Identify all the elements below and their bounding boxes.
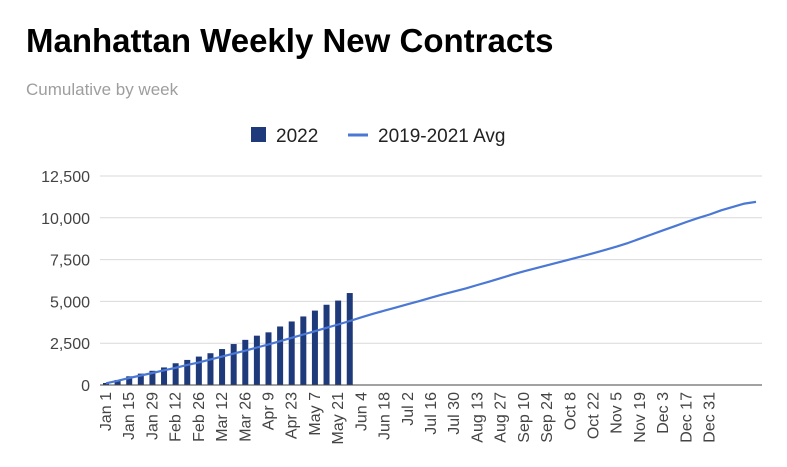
bar — [335, 300, 342, 385]
x-axis-ticks: Jan 1 Jan 15 Jan 29 Feb 12 Feb 26 Mar 12 Mar 2… — [98, 392, 719, 445]
x-tick-label: Jul 16 — [423, 392, 440, 435]
x-tick-label: May 7 — [307, 392, 324, 436]
x-tick-label: Nov 19 — [632, 392, 649, 443]
x-tick-label: Feb 12 — [168, 392, 185, 442]
bar — [126, 376, 133, 385]
bar — [265, 332, 272, 385]
y-tick-label: 5,000 — [50, 294, 90, 311]
y-tick-label: 7,500 — [50, 253, 90, 270]
legend: 2022 2019-2021 Avg — [251, 126, 506, 147]
gridlines — [100, 175, 762, 344]
y-tick-label: 12,500 — [41, 169, 90, 186]
x-tick-label: Dec 31 — [702, 392, 719, 443]
y-tick-label: 10,000 — [41, 211, 90, 228]
bar — [288, 321, 295, 385]
chart-title: Manhattan Weekly New Contracts — [26, 22, 554, 59]
bar — [311, 310, 318, 385]
chart-subtitle: Cumulative by week — [26, 80, 179, 99]
x-tick-label: Jun 4 — [353, 392, 370, 431]
bar — [323, 304, 330, 385]
x-tick-label: Dec 3 — [655, 392, 672, 434]
bar — [184, 359, 191, 385]
x-tick-label: Sep 24 — [539, 392, 556, 443]
legend-swatch-2022 — [251, 127, 266, 142]
bar — [277, 326, 284, 385]
legend-label-2022: 2022 — [276, 126, 318, 147]
x-tick-label: Apr 9 — [261, 392, 278, 430]
bar — [172, 363, 179, 385]
x-tick-label: Oct 22 — [586, 392, 603, 439]
y-tick-label: 2,500 — [50, 336, 90, 353]
x-tick-label: Apr 23 — [284, 392, 301, 439]
bar — [230, 344, 237, 385]
bar — [253, 335, 260, 385]
avg-line — [105, 200, 757, 385]
x-tick-label: Jan 29 — [144, 392, 161, 440]
bar — [149, 370, 156, 385]
bar — [195, 356, 202, 385]
bar — [137, 373, 144, 385]
x-tick-label: Aug 27 — [493, 392, 510, 443]
line-series-avg — [105, 200, 757, 385]
bar — [161, 367, 168, 385]
y-tick-label: 0 — [81, 378, 90, 395]
bar — [114, 379, 121, 385]
bar-series-2022 — [103, 293, 353, 385]
x-tick-label: May 21 — [330, 392, 347, 445]
y-axis-ticks: 0 2,500 5,000 7,500 10,000 12,500 — [41, 169, 90, 395]
legend-label-avg: 2019-2021 Avg — [378, 126, 506, 147]
bar — [346, 293, 353, 385]
bar — [103, 382, 109, 385]
x-tick-label: Jan 1 — [98, 392, 115, 431]
x-tick-label: Sep 10 — [516, 392, 533, 443]
x-tick-label: Jul 2 — [400, 392, 417, 426]
bar — [219, 349, 226, 385]
x-tick-label: Jan 15 — [121, 392, 138, 440]
x-tick-label: Nov 5 — [609, 392, 626, 434]
x-tick-label: Dec 17 — [678, 392, 695, 443]
x-tick-label: Oct 8 — [562, 392, 579, 430]
bar — [207, 353, 214, 385]
x-tick-label: Aug 13 — [469, 392, 486, 443]
x-tick-label: Jun 18 — [377, 392, 394, 440]
bar — [300, 316, 307, 385]
x-tick-label: Feb 26 — [191, 392, 208, 442]
bar — [242, 339, 249, 385]
x-tick-label: Mar 12 — [214, 392, 231, 442]
x-tick-label: Jul 30 — [446, 392, 463, 435]
x-tick-label: Mar 26 — [237, 392, 254, 442]
